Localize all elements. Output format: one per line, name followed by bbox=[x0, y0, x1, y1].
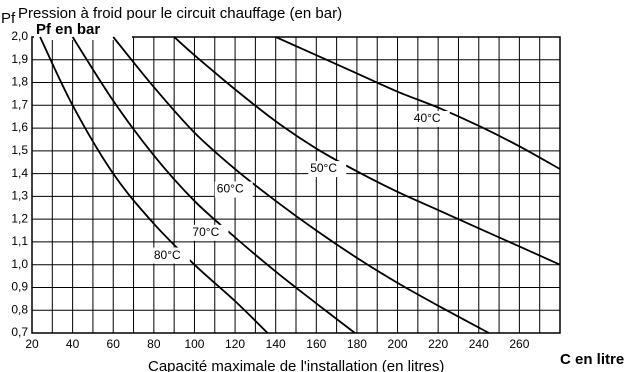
y-tick-label: 2,0 bbox=[11, 29, 28, 43]
y-tick-label: 0,9 bbox=[11, 280, 28, 294]
x-tick-label: 200 bbox=[388, 337, 408, 351]
x-tick-label: 160 bbox=[306, 337, 326, 351]
label-backdrop bbox=[308, 161, 347, 178]
curve bbox=[112, 36, 490, 334]
x-axis-label: Capacité maximale de l'installation (en … bbox=[148, 358, 444, 372]
curve-label: 80°C bbox=[154, 248, 181, 262]
corner-label: Pf bbox=[1, 10, 16, 27]
x-tick-label: 80 bbox=[147, 337, 161, 351]
y-tick-label: 1,3 bbox=[11, 189, 28, 203]
label-backdrop bbox=[190, 224, 229, 241]
y-axis-label: Pf en bar bbox=[36, 21, 100, 38]
y-tick-label: 0,8 bbox=[11, 302, 28, 316]
x-tick-label: 180 bbox=[347, 337, 367, 351]
x-tick-label: 240 bbox=[469, 337, 489, 351]
chart-title: Pression à froid pour le circuit chauffa… bbox=[18, 5, 342, 22]
label-backdrop bbox=[34, 20, 132, 40]
x-tick-label: 120 bbox=[225, 337, 245, 351]
x-tick-label: 260 bbox=[509, 337, 529, 351]
y-tick-label: 1,4 bbox=[11, 166, 28, 180]
x-tick-label: 140 bbox=[266, 337, 286, 351]
x-tick-label: 40 bbox=[66, 337, 80, 351]
x-tick-label: 220 bbox=[428, 337, 448, 351]
curve bbox=[39, 36, 269, 334]
label-backdrop bbox=[411, 110, 450, 127]
label-backdrop bbox=[214, 181, 253, 198]
y-tick-label: 0,7 bbox=[11, 325, 28, 339]
y-tick-label: 1,1 bbox=[11, 234, 28, 248]
curve-label: 40°C bbox=[414, 111, 441, 125]
y-tick-label: 1,0 bbox=[11, 257, 28, 271]
x-tick-label: 20 bbox=[25, 337, 39, 351]
x-unit-label: C en litre bbox=[560, 351, 624, 368]
label-backdrop bbox=[151, 247, 190, 264]
curve-label: 50°C bbox=[310, 161, 337, 175]
x-tick-label: 100 bbox=[184, 337, 204, 351]
curve bbox=[71, 36, 356, 334]
x-tick-label: 60 bbox=[107, 337, 121, 351]
curve bbox=[275, 36, 561, 170]
y-tick-label: 1,6 bbox=[11, 120, 28, 134]
y-tick-label: 1,5 bbox=[11, 143, 28, 157]
y-tick-label: 1,2 bbox=[11, 211, 28, 225]
curve bbox=[173, 36, 561, 266]
plot-frame bbox=[31, 36, 561, 334]
y-tick-label: 1,9 bbox=[11, 52, 28, 66]
curve-label: 60°C bbox=[217, 182, 244, 196]
y-tick-label: 1,8 bbox=[11, 75, 28, 89]
curve-label: 70°C bbox=[192, 225, 219, 239]
y-tick-label: 1,7 bbox=[11, 97, 28, 111]
